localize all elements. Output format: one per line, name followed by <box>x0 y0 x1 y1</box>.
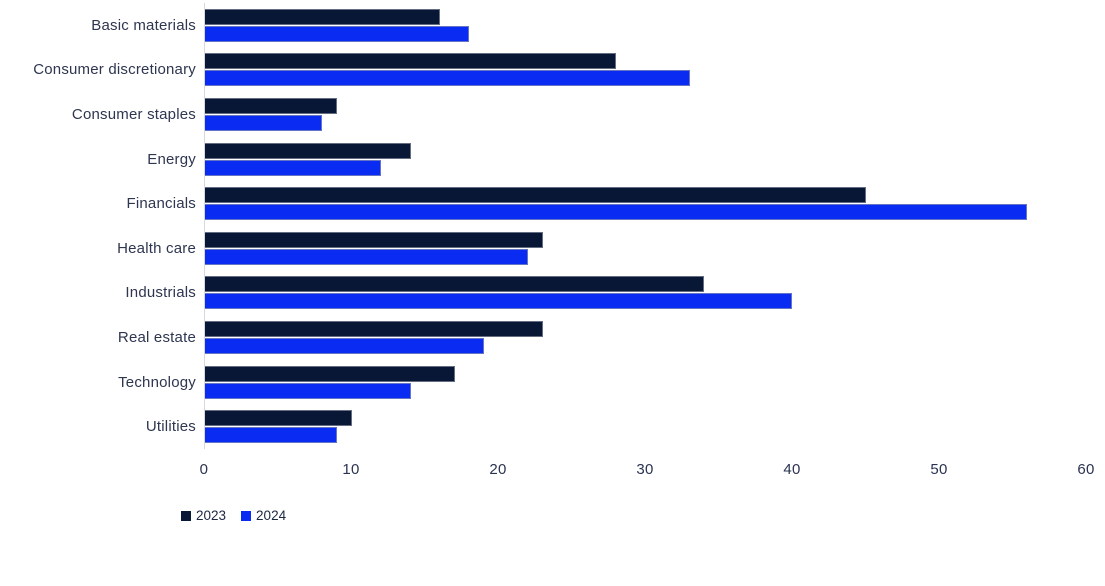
bar-2024-technology <box>205 382 411 399</box>
category-label: Industrials <box>125 284 196 302</box>
bar-group <box>204 136 1086 182</box>
bar-group <box>204 47 1086 93</box>
bar-2023-basic-materials <box>205 8 440 25</box>
category-label: Financials <box>126 195 196 213</box>
category-label: Consumer staples <box>71 105 196 123</box>
legend-label: 2023 <box>196 508 227 523</box>
category-row-energy: Energy <box>0 136 1086 182</box>
legend-item-2023: 2023 <box>181 508 226 523</box>
legend-item-2024: 2024 <box>241 508 286 523</box>
category-row-real-estate: Real estate <box>0 315 1086 360</box>
x-tick-label-40: 40 <box>783 461 801 478</box>
bar-2024-utilities <box>205 427 338 444</box>
x-tick-label-50: 50 <box>930 461 948 478</box>
category-label: Health care <box>117 239 196 257</box>
category-row-financials: Financials <box>0 181 1086 226</box>
bar-2023-energy <box>205 142 411 159</box>
category-row-health-care: Health care <box>0 225 1086 271</box>
bar-2023-health-care <box>205 231 543 248</box>
bar-group <box>204 3 1086 48</box>
bar-2024-financials <box>205 204 1028 221</box>
bar-2023-industrials <box>205 276 705 293</box>
x-tick-label-10: 10 <box>342 461 360 478</box>
bar-group <box>204 270 1086 316</box>
category-row-consumer-discretionary: Consumer discretionary <box>0 47 1086 93</box>
legend-label: 2024 <box>256 508 287 523</box>
bar-group <box>204 225 1086 271</box>
category-label: Energy <box>147 150 196 168</box>
chart-legend: 2023 2024 <box>181 508 286 523</box>
bar-2024-energy <box>205 159 382 176</box>
x-tick-label-30: 30 <box>636 461 654 478</box>
bar-2023-utilities <box>205 410 352 427</box>
bar-group <box>204 92 1086 137</box>
category-row-basic-materials: Basic materials <box>0 3 1086 48</box>
bar-2024-real-estate <box>205 337 484 354</box>
bar-2023-real-estate <box>205 320 543 337</box>
x-tick-label-0: 0 <box>199 461 209 478</box>
bar-2024-health-care <box>205 248 529 265</box>
bar-group <box>204 181 1086 226</box>
category-label: Technology <box>118 373 196 391</box>
bar-2024-consumer-discretionary <box>205 70 690 87</box>
bar-2023-consumer-discretionary <box>205 53 617 70</box>
bar-2023-consumer-staples <box>205 97 338 114</box>
legend-swatch-icon <box>241 510 252 521</box>
bar-2024-consumer-staples <box>205 114 323 131</box>
bar-2024-basic-materials <box>205 25 470 42</box>
category-label: Basic materials <box>91 16 196 34</box>
category-label: Consumer discretionary <box>33 61 196 79</box>
x-tick-label-20: 20 <box>489 461 507 478</box>
x-axis: 0 10 20 30 40 50 60 <box>200 461 1095 481</box>
category-row-utilities: Utilities <box>0 404 1086 449</box>
bar-group <box>204 315 1086 360</box>
bar-group <box>204 404 1086 449</box>
x-tick-label-60: 60 <box>1077 461 1095 478</box>
bar-2024-industrials <box>205 293 793 310</box>
category-row-industrials: Industrials <box>0 270 1086 316</box>
category-row-technology: Technology <box>0 359 1086 405</box>
category-label: Utilities <box>145 418 196 436</box>
bar-group <box>204 359 1086 405</box>
category-row-consumer-staples: Consumer staples <box>0 92 1086 137</box>
category-label: Real estate <box>117 328 196 346</box>
legend-swatch-icon <box>181 510 191 521</box>
bar-2023-technology <box>205 365 455 382</box>
chart-plot-area: Basic materials Consumer discretionary Con… <box>0 3 1086 449</box>
bar-2023-financials <box>205 187 866 204</box>
